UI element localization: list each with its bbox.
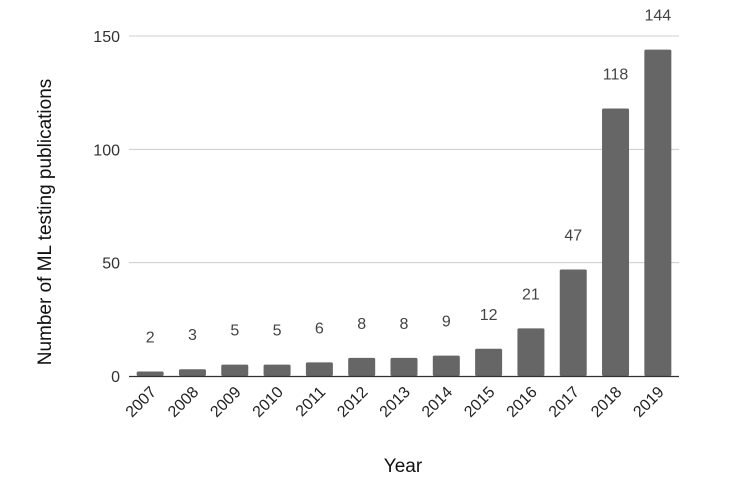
y-tick-label: 0 (111, 369, 120, 386)
bar-2008 (178, 369, 206, 376)
y-tick-label: 150 (93, 29, 120, 46)
data-label-2019: 144 (644, 8, 671, 25)
data-label-2018: 118 (603, 67, 629, 84)
x-axis-title: Year (384, 456, 423, 477)
y-tick-label: 50 (102, 256, 120, 273)
x-axis-ticks: 2007 2008 2009 2010 2011 2012 2013 2014 2015 2016… (123, 384, 668, 421)
bar-2019 (644, 49, 672, 376)
x-tick-label-2012: 2012 (334, 384, 371, 421)
y-tick-label: 100 (93, 142, 120, 159)
bar-2009 (221, 364, 249, 376)
bar-2007 (136, 371, 164, 376)
bar-2017 (559, 269, 587, 376)
data-labels: 2 3 5 5 6 8 8 9 12 21 47 118 144 (146, 8, 672, 347)
x-tick-label-2013: 2013 (377, 384, 414, 421)
data-label-2008: 3 (188, 327, 197, 344)
y-axis-ticks: 0 50 100 150 (93, 29, 120, 386)
bar-2013 (390, 357, 418, 376)
x-tick-label-2008: 2008 (165, 384, 202, 421)
data-label-2015: 12 (480, 307, 498, 324)
bar-2016 (517, 328, 545, 376)
x-tick-label-2019: 2019 (630, 384, 667, 421)
data-label-2017: 47 (564, 227, 582, 244)
x-tick-label-2018: 2018 (588, 384, 625, 421)
bar-2010 (263, 364, 291, 376)
data-label-2007: 2 (146, 329, 155, 346)
data-label-2011: 6 (315, 320, 324, 337)
x-tick-label-2007: 2007 (123, 384, 160, 421)
data-label-2013: 8 (400, 316, 409, 333)
x-tick-label-2016: 2016 (504, 384, 541, 421)
data-label-2016: 21 (522, 286, 540, 303)
gridlines (129, 35, 679, 264)
bars (136, 49, 672, 377)
x-tick-label-2015: 2015 (461, 384, 498, 421)
bar-2015 (475, 348, 503, 376)
x-tick-label-2010: 2010 (250, 384, 287, 421)
data-label-2009: 5 (230, 323, 239, 340)
data-label-2010: 5 (273, 323, 282, 340)
x-tick-label-2011: 2011 (293, 384, 329, 420)
x-tick-label-2017: 2017 (546, 384, 583, 421)
data-label-2012: 8 (357, 316, 366, 333)
x-tick-label-2014: 2014 (419, 384, 456, 421)
y-axis-title: Number of ML testing publications (35, 79, 56, 366)
bar-2012 (348, 357, 376, 376)
bar-2011 (305, 362, 333, 376)
data-label-2014: 9 (442, 314, 451, 331)
bar-2018 (602, 108, 630, 377)
bar-2014 (432, 355, 460, 376)
x-tick-label-2009: 2009 (207, 384, 244, 421)
